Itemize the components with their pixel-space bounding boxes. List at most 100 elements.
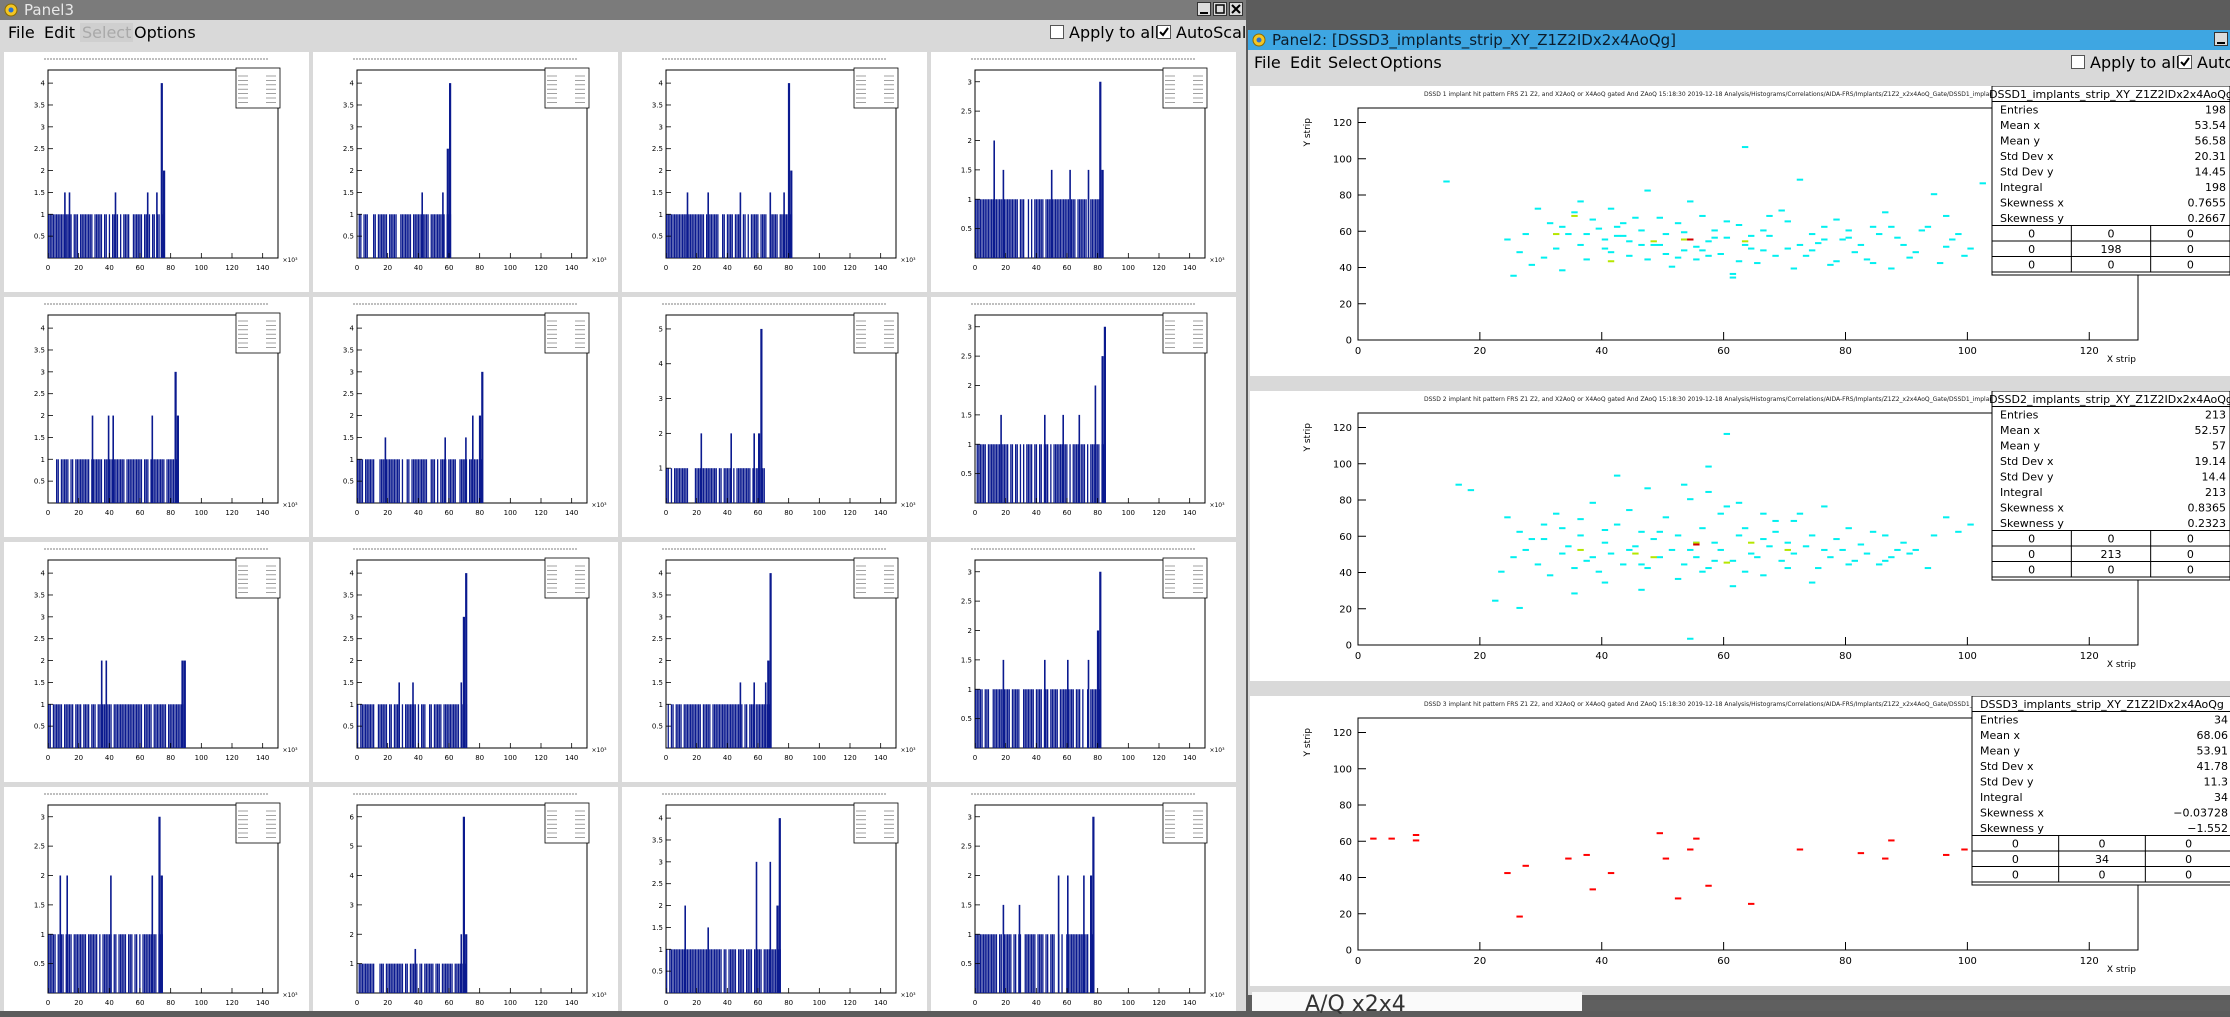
- close-icon[interactable]: [1229, 2, 1243, 16]
- histogram-bar: [992, 444, 994, 503]
- histogram-canvas[interactable]: 0 20 40 60 80 100 120 140 ×10³ 0.5 1 1.5 2 2.5 3: [4, 787, 309, 1011]
- histogram-bar: [706, 214, 708, 258]
- panel3-titlebar[interactable]: Panel3: [0, 0, 1246, 20]
- histogram-canvas[interactable]: 0 20 40 60 80 100 120 140 ×10³ 0.5 1 1.5 2 2.5 3 3.5 4: [622, 52, 927, 292]
- histogram-bar: [733, 468, 735, 503]
- x-exponent-label: ×10³: [591, 992, 607, 999]
- menu-options[interactable]: Options: [1380, 53, 1442, 72]
- apply-to-all-checkbox[interactable]: Apply to all: [1050, 23, 1159, 42]
- histogram-canvas[interactable]: 0 20 40 60 80 100 120 140 ×10³ 0.5 1 1.5 2 2.5 3 3.5 4: [4, 542, 309, 782]
- maximize-icon[interactable]: [1213, 2, 1227, 16]
- plot-title: DSSD 2 implant hit pattern FRS Z1 Z2, an…: [1424, 396, 2082, 403]
- histogram-canvas[interactable]: 0 20 40 60 80 100 120 140 ×10³ 0.5 1 1.5 2 2.5 3 3.5 4: [622, 542, 927, 782]
- histogram-bar: [755, 704, 757, 748]
- menu-file[interactable]: File: [8, 23, 35, 42]
- histogram-bar: [690, 704, 692, 748]
- data-point: [1601, 581, 1609, 584]
- histogram-bar: [155, 934, 157, 993]
- histogram-bar: [1000, 199, 1002, 258]
- histogram-bar: [465, 437, 467, 503]
- histogram-canvas[interactable]: 0 20 40 60 80 100 120 140 ×10³ 0.5 1 1.5 2 2.5 3: [931, 787, 1236, 1011]
- stats-label: Skewness x: [2000, 502, 2064, 515]
- data-point: [1504, 238, 1511, 241]
- histogram-canvas[interactable]: 0 20 40 60 80 100 120 140 ×10³ 0.5 1 1.5 2 2.5 3 3.5 4: [313, 297, 618, 537]
- histogram-bar: [1061, 444, 1063, 503]
- minimize-icon[interactable]: [2214, 32, 2228, 46]
- histogram-bar: [360, 963, 362, 993]
- histogram-bar: [91, 415, 94, 503]
- stats-grid-cell: 0: [2028, 243, 2035, 256]
- y-tick-label: 3: [41, 813, 45, 821]
- histogram-bar: [414, 214, 416, 258]
- histogram-stats-box: [235, 802, 281, 844]
- histogram-bar: [395, 459, 397, 503]
- histogram-bar: [432, 963, 434, 993]
- histogram-bar: [1066, 934, 1068, 993]
- histogram-bar: [440, 459, 442, 503]
- histogram-bar: [96, 934, 98, 993]
- histogram-bar: [115, 704, 117, 748]
- apply-to-all-checkbox[interactable]: Apply to all: [2071, 53, 2180, 72]
- stats-grid-cell: 0: [2028, 259, 2035, 272]
- data-point: [1741, 243, 1749, 246]
- menu-select[interactable]: Select: [80, 23, 134, 42]
- histogram-canvas[interactable]: 0 20 40 60 80 100 120 140 ×10³ 0.5 1 1.5 2 2.5 3 3.5 4: [4, 297, 309, 537]
- histogram-canvas[interactable]: 0 20 40 60 80 100 120 140 ×10³ 0.5 1 1.5 2 2.5 3: [931, 542, 1236, 782]
- histogram-bar: [1000, 689, 1002, 748]
- histogram-bar: [161, 459, 163, 503]
- data-point: [1553, 233, 1560, 236]
- minimize-icon[interactable]: [1197, 2, 1211, 16]
- histogram-bar: [688, 214, 690, 258]
- histogram-bar: [1099, 81, 1102, 258]
- scatter-canvas[interactable]: DSSD 2 implant hit pattern FRS Z1 Z2, an…: [1250, 390, 2230, 681]
- data-point: [1626, 548, 1633, 551]
- histogram-bar: [1011, 199, 1014, 258]
- data-point: [1680, 238, 1688, 241]
- histogram-bar: [736, 704, 738, 748]
- data-point: [1741, 240, 1749, 243]
- autoscale-checkbox[interactable]: AutoScale: [1157, 23, 1246, 42]
- menu-options[interactable]: Options: [134, 23, 196, 42]
- histogram-canvas[interactable]: 0 20 40 60 80 100 120 140 ×10³ 1 2 3 4 5 6: [313, 787, 618, 1011]
- autoscale-checkbox[interactable]: AutoScale: [2178, 53, 2230, 72]
- menu-file[interactable]: File: [1254, 53, 1281, 72]
- histogram-canvas[interactable]: 0 20 40 60 80 100 120 140 ×10³ 0.5 1 1.5 2 2.5 3 3.5 4: [313, 52, 618, 292]
- histogram-bar: [1034, 199, 1036, 258]
- histogram-bar: [738, 949, 740, 993]
- stats-value: 53.54: [2195, 119, 2227, 132]
- histogram-bar: [762, 214, 764, 258]
- histogram-bar: [1039, 689, 1041, 748]
- menu-edit[interactable]: Edit: [1290, 53, 1321, 72]
- histogram-bar: [68, 704, 71, 748]
- scatter-canvas[interactable]: DSSD 1 implant hit pattern FRS Z1 Z2, an…: [1250, 85, 2230, 376]
- histogram-bar: [64, 459, 66, 503]
- histogram-bar: [1005, 934, 1007, 993]
- y-tick-label: 3: [968, 323, 972, 331]
- histogram-bar: [1044, 659, 1046, 748]
- histogram-canvas[interactable]: 0 20 40 60 80 100 120 140 ×10³ 0.5 1 1.5 2 2.5 3: [931, 297, 1236, 537]
- menu-select[interactable]: Select: [1328, 53, 1378, 72]
- y-tick-label: 4: [41, 325, 46, 333]
- histogram-canvas[interactable]: 0 20 40 60 80 100 120 140 ×10³ 0.5 1 1.5 2 2.5 3: [931, 52, 1236, 292]
- data-point: [1717, 548, 1724, 551]
- histogram-bar: [698, 468, 700, 503]
- histogram-canvas[interactable]: 0 20 40 60 80 100 120 140 ×10³ 1 2 3 4 5: [622, 297, 927, 537]
- menu-edit[interactable]: Edit: [44, 23, 75, 42]
- stats-label: Std Dev x: [2000, 150, 2054, 163]
- histogram-bar: [1095, 689, 1097, 748]
- y-tick-label: 0.5: [961, 715, 972, 723]
- stats-value: 198: [2205, 181, 2226, 194]
- scatter-canvas[interactable]: DSSD 3 implant hit pattern FRS Z1 Z2, an…: [1250, 695, 2230, 986]
- histogram-canvas[interactable]: 0 20 40 60 80 100 120 140 ×10³ 0.5 1 1.5 2 2.5 3 3.5 4: [4, 52, 309, 292]
- histogram-bar: [432, 214, 434, 258]
- data-point: [1827, 556, 1834, 559]
- histogram-canvas[interactable]: 0 20 40 60 80 100 120 140 ×10³ 0.5 1 1.5 2 2.5 3 3.5 4: [622, 787, 927, 1011]
- histogram-canvas[interactable]: 0 20 40 60 80 100 120 140 ×10³ 0.5 1 1.5 2 2.5 3 3.5 4: [313, 542, 618, 782]
- x-tick-label: 80: [784, 509, 793, 517]
- x-tick-label: 140: [565, 754, 578, 762]
- panel2-titlebar[interactable]: Panel2: [DSSD3_implants_strip_XY_Z1Z2IDx…: [1248, 30, 2230, 50]
- histogram-bar: [742, 949, 745, 993]
- data-point: [1516, 915, 1523, 918]
- histogram-bar: [728, 949, 730, 993]
